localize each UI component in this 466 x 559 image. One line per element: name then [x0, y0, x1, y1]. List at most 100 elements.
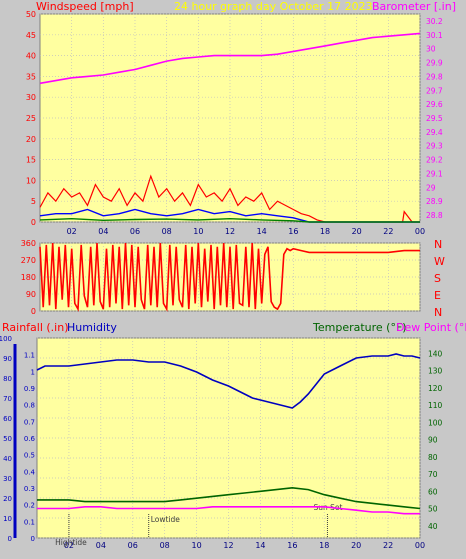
- humidity-line: [36, 353, 421, 409]
- direction-tick-label: 360: [21, 239, 36, 248]
- rainfall-tick-label: 0: [31, 535, 35, 543]
- humidity-tick-label: 80: [3, 375, 12, 383]
- barometer-tick-label: 29.7: [426, 86, 443, 95]
- direction-tick-label: 270: [21, 256, 36, 265]
- rainfall-tick-label: 0.1: [24, 518, 35, 526]
- humidity-x-tick-label: 06: [128, 541, 138, 550]
- compass-label: W: [434, 255, 445, 268]
- rainfall-tick-label: 1.1: [24, 352, 35, 360]
- humidity-x-tick-label: 08: [160, 541, 170, 550]
- rainfall-tick-label: 0.2: [24, 502, 35, 510]
- humidity-axis-title: Humidity: [67, 321, 117, 334]
- rainfall-tick-label: 0.7: [24, 418, 35, 426]
- barometer-tick-label: 29.8: [426, 72, 443, 81]
- humidity-x-tick-label: 10: [191, 541, 201, 550]
- barometer-tick-label: 29.3: [426, 142, 443, 151]
- windspeed-tick-label: 45: [26, 31, 36, 40]
- temperature-tick-label: 40: [428, 522, 438, 531]
- humidity-tick-label: 100: [0, 335, 12, 343]
- windspeed-tick-label: 30: [26, 93, 36, 102]
- barometer-tick-label: 30: [426, 45, 436, 54]
- wind-x-tick-label: 06: [130, 227, 140, 236]
- humidity-tick-label: 10: [3, 515, 12, 523]
- humidity-tick-label: 0: [8, 535, 12, 543]
- rainfall-tick-label: 0.5: [24, 452, 35, 460]
- lowtide-marker-label: Lowtide: [151, 515, 181, 524]
- humidity-tick-label: 70: [3, 395, 12, 403]
- temperature-tick-label: 120: [428, 384, 443, 393]
- dewpoint-line: [37, 506, 420, 515]
- wind-x-tick-label: 08: [162, 227, 172, 236]
- humidity-tick-label: 30: [3, 475, 12, 483]
- windspeed-tick-label: 10: [26, 176, 36, 185]
- barometer-tick-label: 29.1: [426, 169, 443, 178]
- wind-x-tick-label: 10: [193, 227, 203, 236]
- barometer-tick-label: 29.5: [426, 114, 443, 123]
- temperature-tick-label: 60: [428, 487, 438, 496]
- humidity-x-tick-label: 14: [255, 541, 265, 550]
- windspeed-tick-label: 20: [26, 135, 36, 144]
- temperature-line: [37, 486, 421, 510]
- humidity-x-tick-label: 12: [223, 541, 233, 550]
- windspeed-tick-label: 35: [26, 72, 36, 81]
- barometer-tick-label: 29.2: [426, 156, 443, 165]
- temperature-tick-label: 90: [428, 436, 438, 445]
- temperature-axis-title: Temperature (°F): [312, 321, 407, 334]
- barometer-tick-label: 30.2: [426, 17, 443, 26]
- direction-tick-label: 90: [26, 290, 36, 299]
- humidity-x-tick-label: 20: [351, 541, 361, 550]
- direction-tick-label: 0: [31, 307, 36, 316]
- humidity-x-tick-label: 16: [287, 541, 297, 550]
- windspeed-tick-label: 25: [26, 114, 36, 123]
- rainfall-tick-label: 0.8: [24, 402, 35, 410]
- wind-x-tick-label: 18: [320, 227, 330, 236]
- humidity-tick-label: 50: [3, 435, 12, 443]
- windspeed-tick-label: 5: [31, 197, 36, 206]
- barometer-tick-label: 29: [426, 183, 436, 192]
- humidity-tick-label: 90: [3, 355, 12, 363]
- windspeed-tick-label: 15: [26, 156, 36, 165]
- windspeed-tick-label: 50: [26, 10, 36, 19]
- windspeed-tick-label: 0: [31, 218, 36, 227]
- wind-x-tick-label: 00: [415, 227, 425, 236]
- windspeed-tick-label: 40: [26, 52, 36, 61]
- humidity-x-tick-label: 22: [383, 541, 393, 550]
- humidity-x-tick-label: 00: [415, 541, 425, 550]
- humidity-x-tick-label: 18: [319, 541, 329, 550]
- wind-x-tick-label: 16: [288, 227, 298, 236]
- humidity-x-tick-label: 04: [96, 541, 106, 550]
- temperature-tick-label: 100: [428, 418, 443, 427]
- wind-x-tick-label: 02: [67, 227, 77, 236]
- chart-date-title: 24 hour graph day October 17 2023: [174, 0, 373, 13]
- dewpoint-axis-title: Dew Point (°F): [396, 321, 466, 334]
- wind-x-tick-label: 20: [352, 227, 362, 236]
- rainfall-tick-label: 0.9: [24, 385, 35, 393]
- barometer-tick-label: 30.1: [426, 31, 443, 40]
- barometer-line: [39, 32, 421, 85]
- barometer-tick-label: 28.9: [426, 197, 443, 206]
- temperature-tick-label: 50: [428, 505, 438, 514]
- temperature-tick-label: 130: [428, 367, 443, 376]
- humidity-x-tick-label: 02: [64, 541, 74, 550]
- rainfall-tick-label: 0.6: [24, 435, 36, 443]
- wind-x-tick-label: 22: [383, 227, 393, 236]
- rainfall-tick-label: 1: [31, 368, 35, 376]
- rainfall-axis-title: Rainfall (.in): [2, 321, 69, 334]
- temperature-tick-label: 140: [428, 349, 443, 358]
- barometer-axis-title: Barometer [.in]: [372, 0, 456, 13]
- wind-x-tick-label: 14: [257, 227, 267, 236]
- barometer-tick-label: 29.4: [426, 128, 443, 137]
- hightide-marker-label: Hightide: [55, 538, 87, 547]
- compass-label: N: [434, 306, 442, 319]
- temperature-tick-label: 110: [428, 401, 443, 410]
- rainfall-tick-label: 0.3: [24, 485, 35, 493]
- wind-direction-line: [39, 242, 420, 312]
- temperature-tick-label: 80: [428, 453, 438, 462]
- wind-x-tick-label: 04: [98, 227, 108, 236]
- humidity-tick-label: 40: [3, 455, 12, 463]
- wind-low-line: [39, 217, 420, 223]
- barometer-tick-label: 29.9: [426, 59, 443, 68]
- compass-label: S: [434, 272, 441, 285]
